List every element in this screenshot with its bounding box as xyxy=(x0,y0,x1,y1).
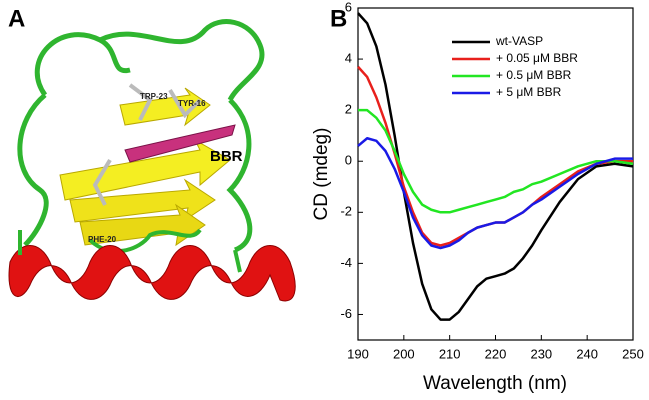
protein-structure xyxy=(8,19,296,302)
series-line xyxy=(357,137,633,250)
beta-sheet xyxy=(69,178,216,223)
x-tick-label: 240 xyxy=(576,346,598,361)
side-chain xyxy=(92,83,202,206)
legend-label: + 0.05 μM BBR xyxy=(496,51,578,65)
y-tick-label: 0 xyxy=(345,153,352,168)
legend-label: + 5 μM BBR xyxy=(496,85,562,99)
y-tick-label: 4 xyxy=(345,51,352,66)
y-tick-label: -2 xyxy=(340,204,352,219)
x-axis-title: Wavelength (nm) xyxy=(423,373,567,394)
panel-label: A xyxy=(8,5,25,32)
legend-label: wt-VASP xyxy=(495,34,543,48)
alpha-helix xyxy=(8,245,296,302)
coil xyxy=(226,98,253,253)
y-axis-title: CD (mdeg) xyxy=(311,128,332,221)
residue-label: TYR-16 xyxy=(178,99,206,108)
coil xyxy=(18,230,242,273)
residue-label: PHE-20 xyxy=(88,235,117,244)
residue-label: TRP-23 xyxy=(140,92,168,101)
beta-sheet xyxy=(59,138,231,201)
y-tick-label: -6 xyxy=(340,306,352,321)
x-tick-label: 200 xyxy=(393,346,415,361)
x-tick-label: 250 xyxy=(622,346,644,361)
coil xyxy=(98,19,265,102)
y-tick-label: 2 xyxy=(345,102,352,117)
ligand xyxy=(124,124,236,163)
coil xyxy=(34,32,131,97)
coil xyxy=(17,93,49,247)
legend-label: + 0.5 μM BBR xyxy=(496,68,572,82)
series-line xyxy=(358,108,634,214)
x-tick-label: 190 xyxy=(347,346,369,361)
x-tick-label: 230 xyxy=(530,346,552,361)
series-line xyxy=(357,12,634,321)
y-tick-label: -4 xyxy=(340,255,352,270)
panel-label: B xyxy=(330,5,347,32)
ligand-label: BBR xyxy=(210,148,243,165)
y-tick-label: 6 xyxy=(345,0,352,14)
x-tick-label: 220 xyxy=(485,346,507,361)
x-tick-label: 210 xyxy=(439,346,461,361)
